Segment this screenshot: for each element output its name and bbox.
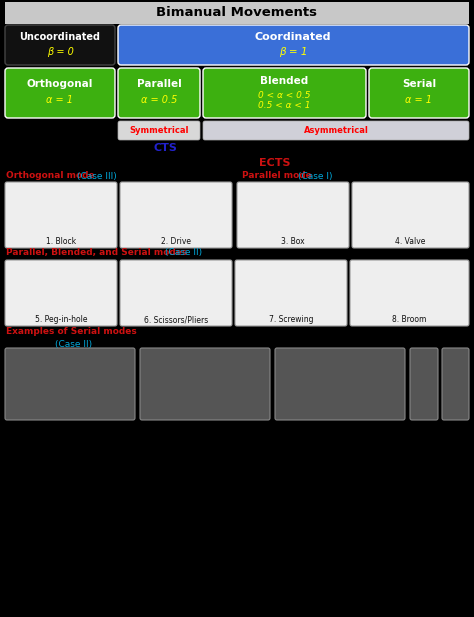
Text: Parallel, Blended, and Serial modes: Parallel, Blended, and Serial modes [6, 249, 187, 257]
Text: ECTS: ECTS [259, 158, 291, 168]
FancyBboxPatch shape [203, 121, 469, 140]
Text: 6. Scissors/Pliers: 6. Scissors/Pliers [144, 315, 208, 325]
FancyBboxPatch shape [5, 25, 115, 65]
Text: β = 0: β = 0 [46, 47, 73, 57]
FancyBboxPatch shape [442, 348, 469, 420]
FancyBboxPatch shape [203, 68, 366, 118]
FancyBboxPatch shape [369, 68, 469, 118]
Text: (Case I): (Case I) [298, 172, 332, 181]
Text: Serial: Serial [402, 79, 436, 89]
FancyBboxPatch shape [120, 260, 232, 326]
Text: Orthogonal: Orthogonal [27, 79, 93, 89]
Text: 4. Valve: 4. Valve [395, 238, 426, 247]
Text: Parallel mode: Parallel mode [242, 172, 312, 181]
Text: 7. Screwing: 7. Screwing [269, 315, 313, 325]
Text: 8. Broom: 8. Broom [392, 315, 427, 325]
FancyBboxPatch shape [118, 68, 200, 118]
Text: α = 1: α = 1 [46, 95, 73, 105]
Text: 2. Drive: 2. Drive [161, 238, 191, 247]
FancyBboxPatch shape [275, 348, 405, 420]
FancyBboxPatch shape [410, 348, 438, 420]
Text: β = 1: β = 1 [279, 47, 307, 57]
FancyBboxPatch shape [5, 260, 117, 326]
Text: Coordinated: Coordinated [255, 32, 331, 42]
Text: Parallel: Parallel [137, 79, 182, 89]
FancyBboxPatch shape [140, 348, 270, 420]
Text: (Case II): (Case II) [55, 339, 92, 349]
FancyBboxPatch shape [120, 182, 232, 248]
Text: α = 0.5: α = 0.5 [141, 95, 177, 105]
Text: α = 1: α = 1 [405, 95, 432, 105]
FancyBboxPatch shape [118, 121, 200, 140]
Text: Symmetrical: Symmetrical [129, 126, 189, 135]
FancyBboxPatch shape [235, 260, 347, 326]
Text: Examples of Serial modes: Examples of Serial modes [6, 328, 137, 336]
FancyBboxPatch shape [5, 348, 135, 420]
Text: (Case III): (Case III) [77, 172, 117, 181]
Text: Blended: Blended [260, 76, 308, 86]
Text: Asymmetrical: Asymmetrical [303, 126, 368, 135]
Text: (Case II): (Case II) [165, 249, 202, 257]
Text: Bimanual Movements: Bimanual Movements [156, 7, 318, 20]
Text: Orthogonal mode: Orthogonal mode [6, 172, 95, 181]
Text: CTS: CTS [153, 143, 177, 153]
FancyBboxPatch shape [5, 68, 115, 118]
Text: 5. Peg-in-hole: 5. Peg-in-hole [35, 315, 87, 325]
FancyBboxPatch shape [5, 182, 117, 248]
FancyBboxPatch shape [118, 25, 469, 65]
FancyBboxPatch shape [352, 182, 469, 248]
Text: 0.5 < α < 1: 0.5 < α < 1 [258, 102, 310, 110]
FancyBboxPatch shape [350, 260, 469, 326]
Text: 1. Block: 1. Block [46, 238, 76, 247]
FancyBboxPatch shape [237, 182, 349, 248]
Text: 3. Box: 3. Box [281, 238, 305, 247]
Text: Uncoordinated: Uncoordinated [19, 32, 100, 42]
Text: 0 < α < 0.5: 0 < α < 0.5 [258, 91, 310, 99]
Bar [5, 2, 469, 24]
